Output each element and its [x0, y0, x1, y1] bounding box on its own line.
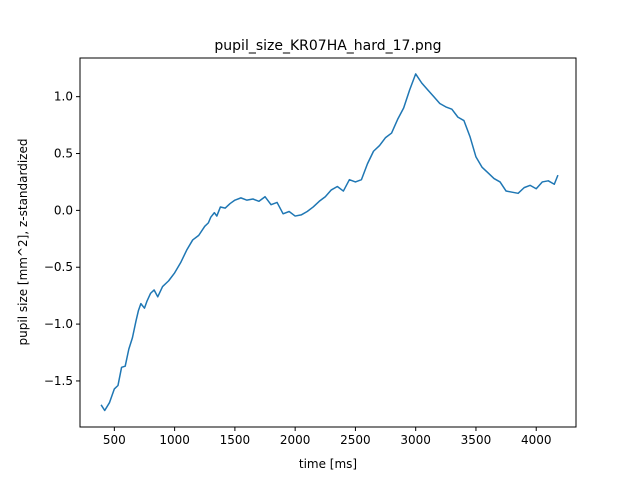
x-tick-label: 3000 [400, 433, 431, 447]
y-axis-label: pupil size [mm^2], z-standardized [16, 139, 30, 346]
plot-frame [79, 57, 577, 428]
y-tick-label: 0.5 [54, 147, 73, 161]
x-tick-label: 4000 [521, 433, 552, 447]
x-tick-label: 500 [103, 433, 126, 447]
x-tick-label: 2500 [340, 433, 371, 447]
x-axis-label: time [ms] [299, 457, 357, 471]
plot-area [100, 73, 559, 412]
x-tick-label: 1000 [159, 433, 190, 447]
x-tick-label: 3500 [461, 433, 492, 447]
y-tick-label: −1.5 [44, 374, 73, 388]
y-tick-label: −1.0 [44, 317, 73, 331]
chart-title: pupil_size_KR07HA_hard_17.png [214, 38, 441, 54]
y-axis: −1.5 −1.0 −0.5 0.0 0.5 1.0 [44, 90, 80, 388]
y-tick-label: −0.5 [44, 260, 73, 274]
y-tick-label: 1.0 [54, 90, 73, 104]
series-line [100, 73, 559, 412]
y-tick-label: 0.0 [54, 203, 73, 217]
x-axis: 500 1000 1500 2000 2500 3000 3500 4000 [103, 427, 552, 447]
x-tick-label: 1500 [220, 433, 251, 447]
x-tick-label: 2000 [280, 433, 311, 447]
